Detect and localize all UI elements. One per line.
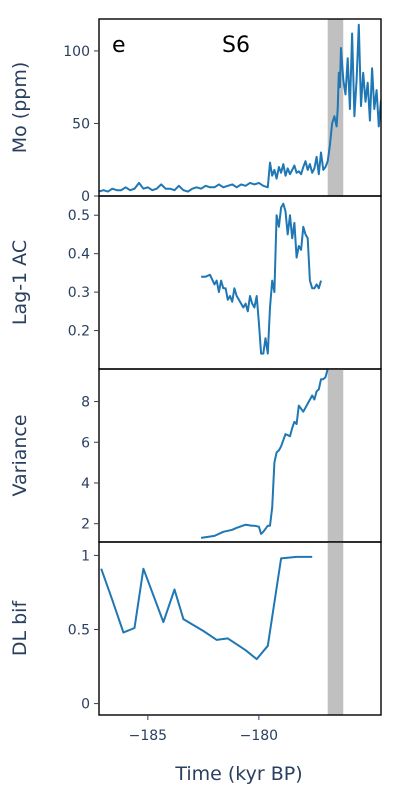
series-line-dl_bif <box>100 555 313 661</box>
y-axis-title: Variance <box>9 414 31 496</box>
y-axis-title: DL bif <box>9 600 31 657</box>
chart-panel-variance: 2 4 6 8 Variance <box>9 368 382 543</box>
panel-letter: e <box>112 33 126 58</box>
y-tick-label: 0 <box>81 697 90 713</box>
plot-frame <box>98 541 382 716</box>
plot-frame <box>98 195 382 370</box>
chart-panel-dl_bif: 0 0.5 1 DL bif −185 −180 <box>9 541 382 744</box>
y-axis-title: Mo (ppm) <box>9 62 31 154</box>
x-tick-label: −185 <box>129 728 167 744</box>
shaded-region <box>327 369 344 542</box>
y-tick-label: 0.2 <box>68 324 90 340</box>
series-line-mo <box>99 23 381 193</box>
x-axis-title: Time (kyr BP) <box>174 763 302 785</box>
y-tick-label: 100 <box>63 44 90 60</box>
y-tick-label: 0.4 <box>68 247 90 263</box>
y-tick-label: 0.5 <box>68 623 90 639</box>
series-line-variance <box>200 369 329 539</box>
y-tick-label: 0 <box>81 189 90 205</box>
shaded-region <box>327 542 344 715</box>
y-tick-label: 1 <box>81 548 90 564</box>
site-label: S6 <box>222 33 250 58</box>
chart-panel-lag1: 0.2 0.3 0.4 0.5 Lag-1 AC <box>9 195 382 370</box>
series-line-lag1 <box>201 202 322 355</box>
y-tick-label: 8 <box>81 395 90 411</box>
chart-panel-mo: 0 50 100 Mo (ppm) <box>9 18 382 205</box>
panels: 0 50 100 Mo (ppm) 0.2 0.3 0.4 0.5 Lag-1 AC 2 4 6 8 Va… <box>9 18 382 744</box>
y-tick-label: 0.5 <box>68 208 90 224</box>
y-tick-label: 50 <box>72 116 90 132</box>
y-tick-label: 2 <box>81 517 90 533</box>
shaded-region <box>327 19 344 196</box>
x-tick-label: −180 <box>240 728 278 744</box>
y-tick-label: 6 <box>81 435 90 451</box>
y-tick-label: 0.3 <box>68 285 90 301</box>
y-axis-title: Lag-1 AC <box>9 240 31 325</box>
y-tick-label: 4 <box>81 476 90 492</box>
